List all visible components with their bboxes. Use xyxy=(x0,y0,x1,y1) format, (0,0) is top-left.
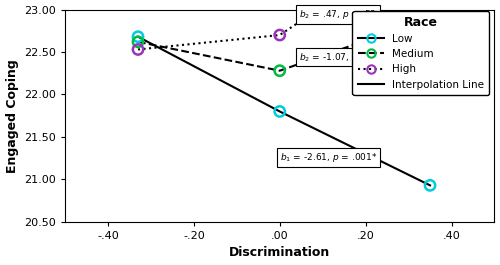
Text: $b_2$ = -1.07, $p$ = .07: $b_2$ = -1.07, $p$ = .07 xyxy=(299,51,386,64)
Point xyxy=(276,69,283,73)
Point xyxy=(134,40,142,44)
Point xyxy=(426,16,434,20)
Legend: Low, Medium, High, Interpolation Line: Low, Medium, High, Interpolation Line xyxy=(352,11,489,95)
Point xyxy=(276,109,283,114)
Text: $b_1$ = -2.61, $p$ = .001*: $b_1$ = -2.61, $p$ = .001* xyxy=(280,151,377,164)
Text: $b_2$ = .47, $p$ = .53: $b_2$ = .47, $p$ = .53 xyxy=(299,8,377,21)
X-axis label: Discrimination: Discrimination xyxy=(229,246,330,259)
Point xyxy=(134,47,142,52)
Point xyxy=(134,35,142,39)
Y-axis label: Engaged Coping: Engaged Coping xyxy=(6,59,18,173)
Point xyxy=(276,33,283,37)
Point xyxy=(426,183,434,187)
